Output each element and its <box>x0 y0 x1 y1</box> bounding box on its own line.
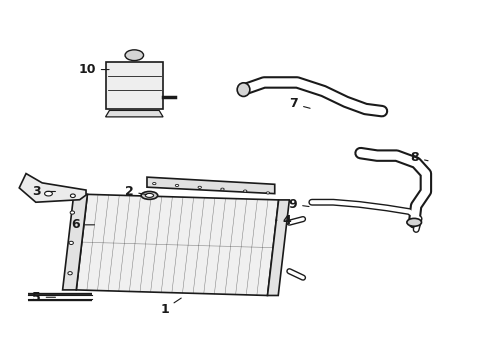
Polygon shape <box>147 177 274 194</box>
Text: 8: 8 <box>409 151 427 164</box>
Polygon shape <box>19 174 86 202</box>
Text: 4: 4 <box>275 214 291 227</box>
Ellipse shape <box>243 190 246 192</box>
Ellipse shape <box>237 83 249 96</box>
Polygon shape <box>62 194 87 290</box>
Ellipse shape <box>220 188 224 190</box>
Ellipse shape <box>198 186 201 188</box>
Text: 7: 7 <box>289 98 309 111</box>
Text: 9: 9 <box>288 198 308 211</box>
Ellipse shape <box>44 191 52 196</box>
Text: 3: 3 <box>32 185 55 198</box>
Ellipse shape <box>69 241 73 244</box>
Ellipse shape <box>141 192 158 199</box>
Ellipse shape <box>152 183 156 185</box>
Ellipse shape <box>145 193 153 197</box>
Text: 5: 5 <box>32 291 55 304</box>
Polygon shape <box>105 111 163 117</box>
Text: 10: 10 <box>78 63 109 76</box>
Ellipse shape <box>68 271 72 275</box>
Text: 6: 6 <box>71 218 94 231</box>
Text: 1: 1 <box>160 298 181 316</box>
Ellipse shape <box>70 211 74 214</box>
Ellipse shape <box>70 194 75 198</box>
Polygon shape <box>105 62 163 109</box>
Polygon shape <box>76 194 278 296</box>
Polygon shape <box>267 200 289 296</box>
Ellipse shape <box>175 184 178 186</box>
Ellipse shape <box>406 219 421 226</box>
Ellipse shape <box>125 50 143 60</box>
Ellipse shape <box>265 192 269 194</box>
Text: 2: 2 <box>124 185 146 198</box>
